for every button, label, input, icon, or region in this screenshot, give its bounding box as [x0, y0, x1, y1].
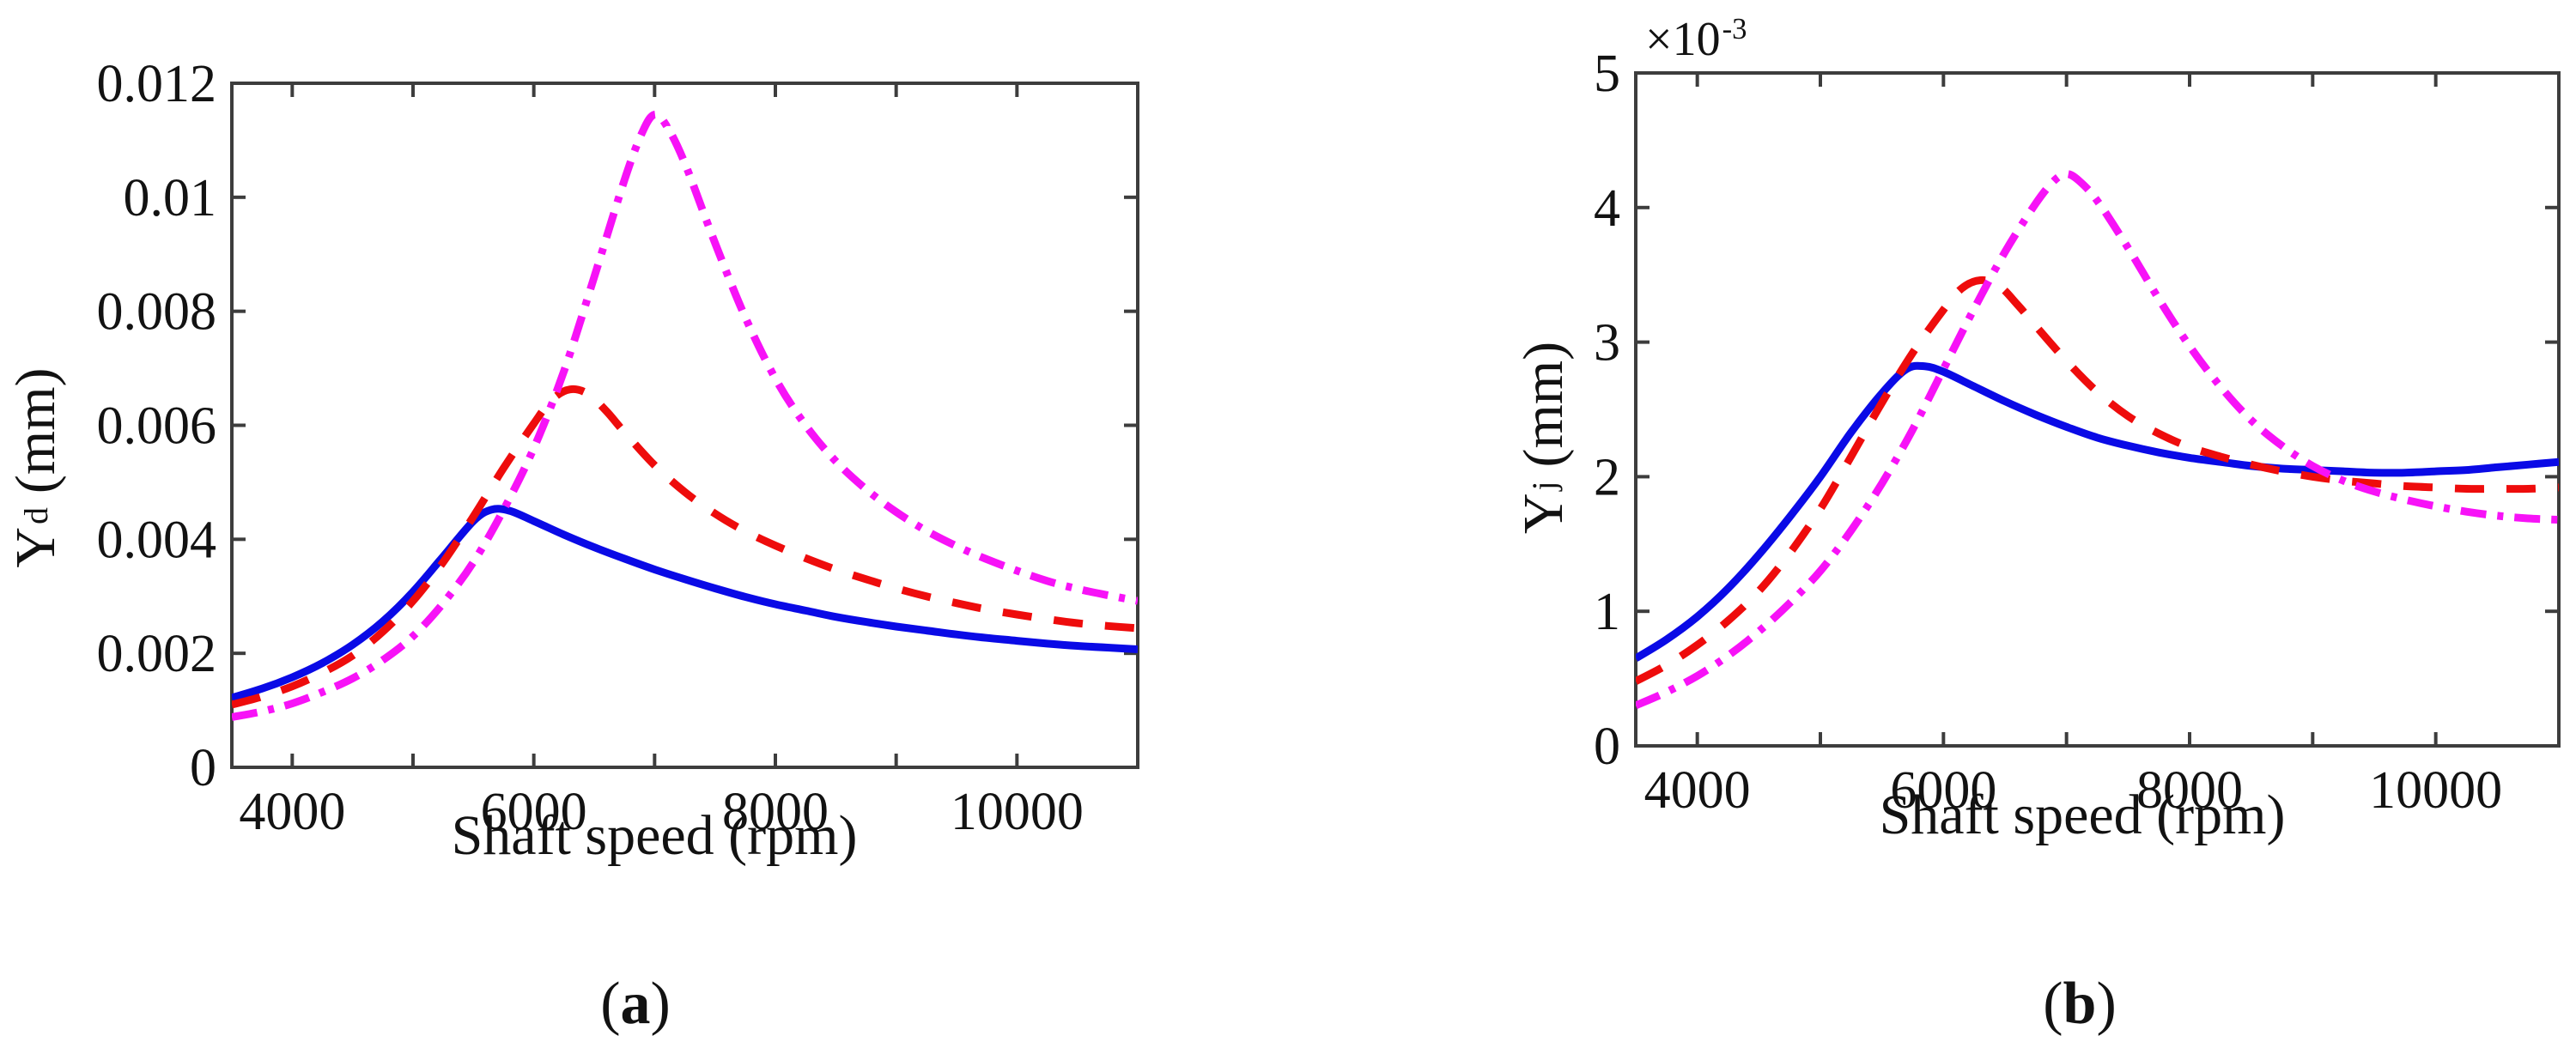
caption-a-close-paren: ) — [650, 971, 671, 1037]
chart-b-curve-blue-solid — [1636, 361, 2559, 662]
chart-a-y-tick-label: 0.002 — [97, 625, 217, 683]
chart-a-ylabel-subscript: d — [17, 507, 55, 524]
chart-a-x-tick-label: 6000 — [481, 783, 587, 841]
chart-b-axes-box — [1634, 71, 2561, 748]
caption-b-close-paren: ) — [2096, 971, 2117, 1037]
chart-a-y-tick-label: 0.008 — [97, 283, 217, 342]
chart-b-curve-red-dashed — [1636, 276, 2559, 685]
chart-b-y-tick-label: 3 — [1594, 314, 1620, 373]
chart-a-curve-blue-solid — [232, 505, 1138, 702]
caption-a: (a) — [455, 970, 816, 1039]
chart-b-y-tick-label: 0 — [1594, 718, 1620, 776]
chart-b-y-tick-label: 4 — [1594, 179, 1620, 238]
chart-b-y-tick-label: 1 — [1594, 583, 1620, 641]
chart-a-x-tick-label: 8000 — [722, 783, 829, 841]
chart-a-x-axis-label: Shaft speed (rpm) — [451, 804, 858, 867]
caption-b-open-paren: ( — [2043, 971, 2063, 1037]
chart-a-y-tick-label: 0.006 — [97, 397, 217, 456]
chart-b-x-tick-label: 4000 — [1644, 761, 1751, 820]
chart-a: 4000 6000 8000 10000 0 0.002 0.004 0.006 0.008 0.… — [97, 55, 1139, 841]
chart-a-y-tick-label: 0 — [190, 739, 216, 797]
caption-b: (b) — [1899, 970, 2260, 1039]
chart-b: 4000 6000 8000 10000 0 1 2 3 4 5 — [1594, 45, 2561, 820]
chart-b-ylabel-unit: (mm) — [1512, 341, 1575, 468]
chart-b-multiplier-exponent: -3 — [1722, 12, 1747, 45]
chart-a-y-tick-label: 0.004 — [97, 511, 217, 569]
chart-a-curve-red-dashed — [232, 385, 1138, 709]
chart-b-y-tick-label: 5 — [1594, 45, 1620, 103]
caption-b-letter: b — [2063, 971, 2097, 1037]
caption-a-letter: a — [620, 971, 651, 1037]
chart-a-x-tick-label: 4000 — [239, 783, 345, 841]
chart-b-multiplier-base: ×10 — [1645, 13, 1721, 67]
chart-b-x-tick-label: 10000 — [2369, 761, 2502, 820]
caption-a-open-paren: ( — [600, 971, 621, 1037]
chart-a-ylabel-base: Y — [4, 526, 67, 568]
chart-b-ylabel-base: Y — [1512, 493, 1575, 535]
chart-a-ylabel-unit: (mm) — [4, 367, 67, 494]
chart-a-y-tick-label: 0.01 — [124, 169, 217, 227]
chart-b-curve-magenta-dashdot — [1636, 170, 2559, 710]
chart-a-y-tick-label: 0.012 — [97, 55, 217, 113]
chart-a-axes-box — [230, 82, 1139, 769]
chart-a-curve-magenta-dashdot — [232, 110, 1138, 721]
chart-b-x-axis-label: Shaft speed (rpm) — [1879, 784, 2286, 846]
chart-b-y-axis-multiplier: ×10-3 — [1645, 12, 1747, 67]
chart-b-y-tick-label: 2 — [1594, 448, 1620, 506]
chart-b-x-tick-label: 6000 — [1890, 761, 1996, 820]
chart-b-x-tick-label: 8000 — [2136, 761, 2243, 820]
chart-a-x-tick-label: 10000 — [951, 783, 1084, 841]
chart-b-ylabel-subscript: j — [1525, 481, 1563, 491]
